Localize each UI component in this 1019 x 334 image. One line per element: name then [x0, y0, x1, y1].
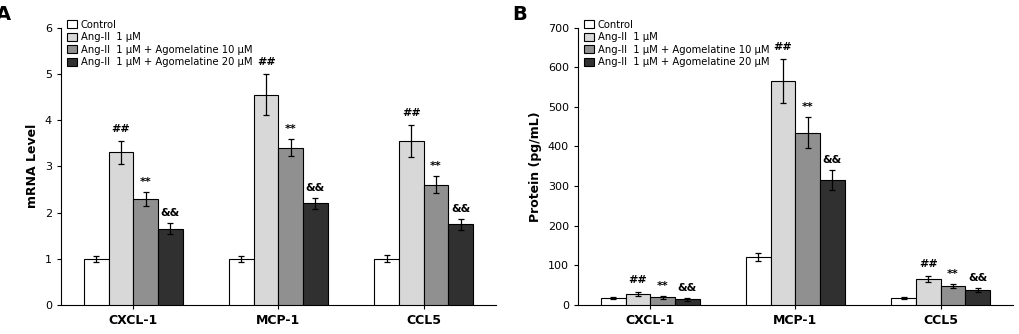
Bar — [625, 294, 650, 305]
Text: ##: ## — [918, 259, 936, 269]
Text: B: B — [512, 5, 527, 24]
Text: ##: ## — [401, 108, 420, 118]
Y-axis label: mRNA Level: mRNA Level — [26, 124, 39, 208]
Bar — [84, 259, 109, 305]
Bar — [819, 180, 844, 305]
Text: ##: ## — [111, 124, 130, 134]
Text: ##: ## — [257, 57, 275, 67]
Bar — [915, 279, 940, 305]
Bar — [770, 81, 795, 305]
Text: ##: ## — [773, 42, 792, 52]
Text: **: ** — [656, 281, 667, 291]
Bar — [398, 141, 423, 305]
Text: A: A — [0, 5, 10, 24]
Text: **: ** — [430, 161, 441, 171]
Legend: Control, Ang-II  1 μM, Ang-II  1 μM + Agomelatine 10 μM, Ang-II  1 μM + Agomelat: Control, Ang-II 1 μM, Ang-II 1 μM + Agom… — [66, 19, 253, 68]
Text: &&: && — [822, 155, 842, 165]
Bar — [158, 229, 182, 305]
Text: ##: ## — [628, 276, 647, 286]
Bar — [109, 152, 133, 305]
Bar — [133, 199, 158, 305]
Text: &&: && — [306, 183, 325, 193]
Bar — [795, 133, 819, 305]
Bar — [229, 259, 254, 305]
Text: **: ** — [946, 269, 958, 279]
Bar — [745, 258, 770, 305]
Text: &&: && — [450, 203, 470, 213]
Text: **: ** — [284, 125, 297, 135]
Bar — [675, 300, 699, 305]
Bar — [278, 148, 303, 305]
Text: &&: && — [967, 273, 986, 283]
Bar — [423, 185, 447, 305]
Bar — [940, 286, 964, 305]
Text: &&: && — [677, 283, 696, 293]
Legend: Control, Ang-II  1 μM, Ang-II  1 μM + Agomelatine 10 μM, Ang-II  1 μM + Agomelat: Control, Ang-II 1 μM, Ang-II 1 μM + Agom… — [582, 19, 769, 68]
Bar — [374, 259, 398, 305]
Bar — [600, 298, 625, 305]
Bar — [964, 290, 988, 305]
Bar — [891, 298, 915, 305]
Bar — [254, 95, 278, 305]
Bar — [303, 203, 327, 305]
Text: **: ** — [140, 177, 152, 187]
Y-axis label: Protein (pg/mL): Protein (pg/mL) — [529, 111, 541, 221]
Text: **: ** — [801, 102, 813, 112]
Bar — [650, 297, 675, 305]
Text: &&: && — [161, 208, 179, 218]
Bar — [447, 224, 473, 305]
